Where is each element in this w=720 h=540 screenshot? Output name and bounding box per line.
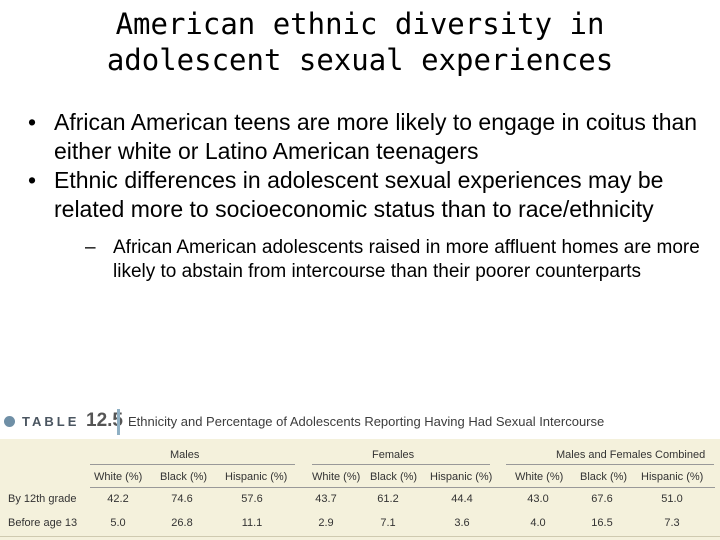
bullet-marker: • [28,109,37,135]
row-label: By 12th grade [8,493,77,505]
sub-bullet-text: African American adolescents raised in m… [113,237,700,282]
group-combined: Males and Females Combined [556,449,706,461]
column-header: Hispanic (%) [641,471,704,483]
table-cell: 74.6 [171,493,193,505]
table-cell: 7.1 [380,517,396,529]
table-cell: 57.6 [241,493,263,505]
title-line-2: adolescent sexual experiences [106,43,614,77]
bullet-text: African American teens are more likely t… [54,109,698,164]
table-header: TABLE 12.5 Ethnicity and Percentage of A… [0,405,720,440]
table-cell: 43.0 [527,493,549,505]
column-header: Hispanic (%) [430,471,493,483]
column-header: Black (%) [370,471,418,483]
group-rule [312,464,490,465]
column-header: Black (%) [580,471,628,483]
table-cell: 61.2 [377,493,399,505]
table-cell: 5.0 [110,517,126,529]
table-cell: 67.6 [591,493,613,505]
group-rule [90,464,295,465]
title-line-1: American ethnic diversity in [115,7,605,41]
table-body: Males Females Males and Females Combined… [0,439,720,540]
table-cell: 3.6 [454,517,470,529]
bullet-list: • African American teens are more likely… [28,108,708,284]
slide-title: American ethnic diversity in adolescent … [0,6,720,78]
table-divider [117,409,120,435]
header-rule [90,487,715,488]
row-rule [0,536,720,537]
column-header: White (%) [94,471,143,483]
group-males: Males [170,449,200,461]
table-cell: 2.9 [318,517,334,529]
table-cell: 51.0 [661,493,683,505]
bullet-item: • Ethnic differences in adolescent sexua… [28,166,708,224]
table-image: TABLE 12.5 Ethnicity and Percentage of A… [0,405,720,540]
table-cell: 43.7 [315,493,337,505]
table-cell: 44.4 [451,493,473,505]
table-cell: 11.1 [241,517,263,529]
table-bullet-icon [4,416,15,427]
table-cell: 42.2 [107,493,129,505]
table-cell: 4.0 [530,517,546,529]
bullet-item: • African American teens are more likely… [28,108,708,166]
column-header: Black (%) [160,471,208,483]
row-label: Before age 13 [8,517,78,529]
bullet-marker: • [28,167,37,193]
column-header: White (%) [515,471,564,483]
table-cell: 7.3 [664,517,680,529]
table-caption: Ethnicity and Percentage of Adolescents … [128,414,605,429]
column-header: White (%) [312,471,361,483]
bullet-text: Ethnic differences in adolescent sexual … [54,167,664,222]
table-label: TABLE [22,414,80,429]
sub-bullet-item: – African American adolescents raised in… [85,236,708,284]
column-header: Hispanic (%) [225,471,288,483]
table-cell: 16.5 [591,517,613,529]
group-rule [506,464,714,465]
table-number: 12.5 [86,410,123,431]
group-females: Females [372,449,415,461]
table-cell: 26.8 [171,517,193,529]
sub-bullet-marker: – [85,237,96,258]
